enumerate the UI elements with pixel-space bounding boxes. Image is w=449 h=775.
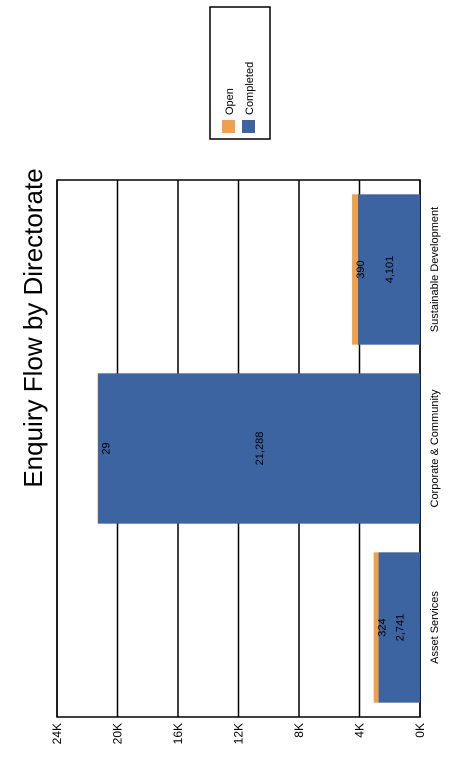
y-tick-label: 8K: [292, 723, 306, 738]
legend-label-open: Open: [224, 88, 236, 115]
legend: Open Completed: [209, 6, 271, 140]
legend-swatch-open: [222, 120, 235, 133]
data-label-completed: 2,741: [394, 614, 406, 642]
category-label: Asset Services: [429, 591, 441, 664]
bar-completed: [98, 373, 420, 524]
legend-label-completed: Completed: [244, 62, 256, 115]
data-label-completed: 4,101: [384, 256, 396, 284]
data-label-open: 390: [355, 260, 367, 278]
legend-box: [209, 6, 271, 140]
category-label: Sustainable Development: [429, 207, 441, 332]
plot-area: 0K 4K 8K 12K 16K 20K 24K 2,741 324 Asset Services…: [50, 179, 441, 744]
bar-open: [373, 552, 379, 703]
y-tick-label: 24K: [50, 723, 64, 744]
y-tick-label: 12K: [232, 723, 246, 744]
data-label-completed: 21,288: [254, 432, 266, 466]
data-label-open: 324: [377, 618, 389, 636]
bar-completed: [378, 552, 421, 703]
y-tick-label: 20K: [111, 723, 125, 744]
y-tick-label: 16K: [171, 723, 185, 744]
category-label: Corporate & Community: [429, 389, 441, 507]
y-tick-label: 4K: [353, 723, 367, 738]
legend-swatch-completed: [242, 120, 255, 133]
chart-title: Enquiry Flow by Directorate: [18, 168, 48, 487]
y-tick-label: 0K: [413, 723, 427, 738]
bar-open: [352, 194, 358, 345]
data-label-open: 29: [101, 442, 113, 454]
bar-completed: [357, 194, 421, 345]
